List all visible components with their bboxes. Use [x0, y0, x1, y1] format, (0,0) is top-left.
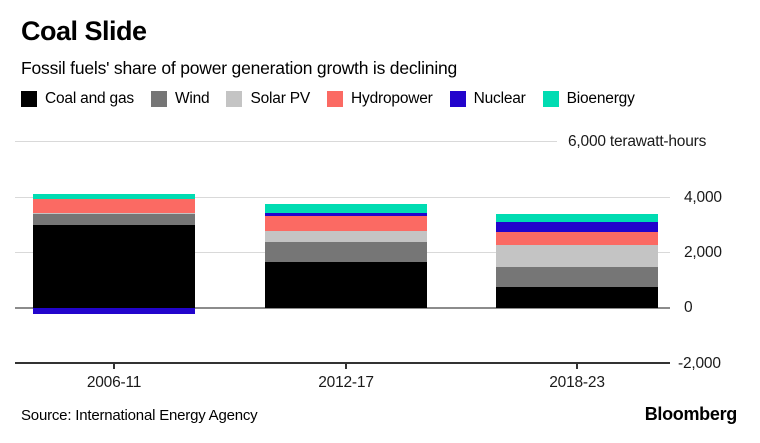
chart-subtitle: Fossil fuels' share of power generation … — [21, 58, 458, 78]
y-axis-tick-label: 6,000 terawatt-hours — [568, 133, 707, 151]
gridline — [15, 196, 670, 198]
legend-label: Wind — [174, 90, 210, 107]
bar-segment-wind — [33, 213, 195, 225]
x-axis-category-label: 2018-23 — [549, 374, 605, 391]
bar-segment-nuclear — [496, 221, 658, 232]
legend: Coal and gas Wind Solar PV Hydropower Nuclea… — [21, 90, 652, 108]
bar-segment-bioenergy — [265, 203, 427, 213]
legend-item-wind: Wind — [150, 90, 210, 108]
x-axis-category-label: 2006-11 — [86, 374, 142, 391]
legend-swatch-icon — [327, 91, 344, 107]
bar-segment-bioenergy — [496, 213, 658, 222]
legend-swatch-icon — [21, 91, 37, 107]
x-axis-line — [15, 362, 670, 364]
legend-label: Nuclear — [473, 90, 526, 107]
y-axis-tick-label: 4,000 — [684, 188, 722, 206]
x-axis-tick — [113, 363, 115, 369]
x-axis-tick — [345, 363, 347, 369]
bar-segment-hydropower — [265, 215, 427, 232]
bar-segment-coal-and-gas — [496, 286, 658, 308]
legend-swatch-icon — [449, 91, 466, 107]
bar-segment-solar-pv — [33, 212, 195, 214]
x-axis-tick — [576, 363, 578, 369]
legend-label: Bioenergy — [566, 90, 635, 107]
y-axis-tick-label: 2,000 — [684, 243, 722, 261]
legend-item-hydropower: Hydropower — [327, 90, 433, 108]
legend-item-bioenergy: Bioenergy — [542, 90, 635, 108]
bar-segment-hydropower — [496, 231, 658, 246]
legend-swatch-icon — [150, 91, 167, 107]
bar-segment-wind — [265, 242, 427, 263]
bar-segment-bioenergy — [33, 193, 195, 200]
source-text: Source: International Energy Agency — [21, 407, 258, 424]
gridline — [15, 141, 557, 143]
legend-label: Solar PV — [250, 90, 311, 107]
bar-segment-coal-and-gas — [33, 224, 195, 308]
y-axis-tick-label: 0 — [684, 299, 693, 317]
legend-swatch-icon — [226, 91, 243, 107]
bar-segment-hydropower — [33, 199, 195, 213]
bar-segment-coal-and-gas — [265, 262, 427, 308]
bar-segment-solar-pv — [265, 231, 427, 243]
plot-area: 6,000 terawatt-hours 4,000 2,000 0 -2,000 200… — [0, 130, 760, 405]
bloomberg-logo: Bloomberg — [644, 404, 738, 424]
legend-item-coal-and-gas: Coal and gas — [21, 90, 134, 108]
legend-swatch-icon — [542, 91, 559, 107]
page-title: Coal Slide — [21, 16, 147, 46]
gridline — [15, 306, 670, 309]
y-axis-tick-label: -2,000 — [678, 354, 721, 372]
bar-segment-nuclear — [33, 307, 195, 315]
legend-item-solar-pv: Solar PV — [226, 90, 310, 108]
bar-segment-nuclear — [265, 212, 427, 216]
bar-segment-solar-pv — [496, 245, 658, 267]
legend-label: Coal and gas — [45, 90, 134, 107]
x-axis-category-label: 2012-17 — [318, 374, 374, 391]
legend-item-nuclear: Nuclear — [449, 90, 526, 108]
legend-label: Hydropower — [351, 90, 433, 107]
bar-segment-wind — [496, 267, 658, 287]
